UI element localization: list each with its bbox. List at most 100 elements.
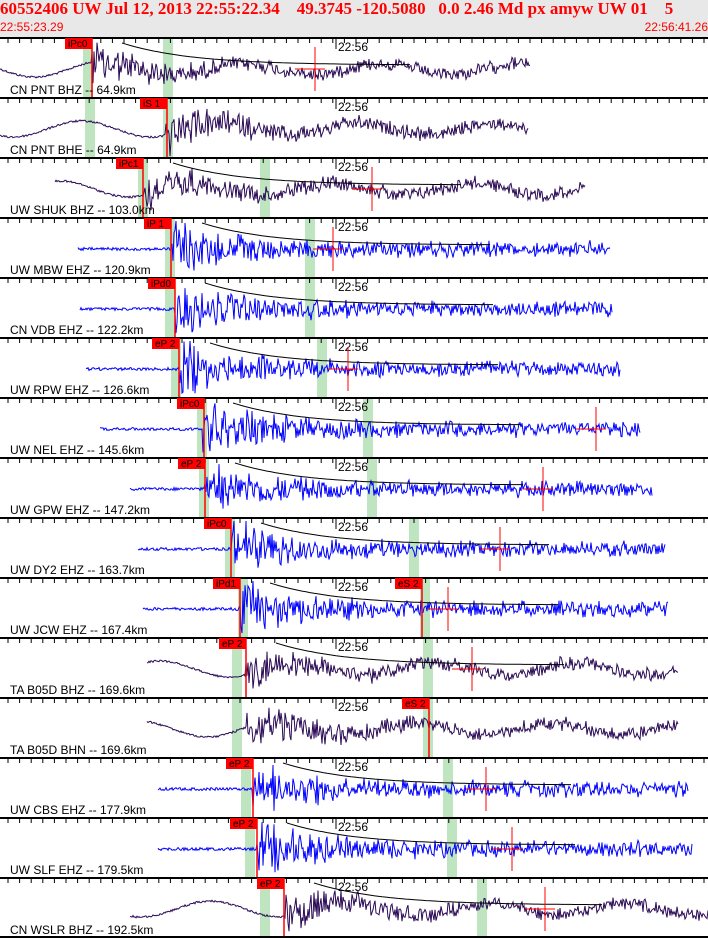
minute-label: 22:56 xyxy=(338,400,368,414)
p-window-band xyxy=(225,518,235,577)
channel-label: UW GPW EHZ -- 147.2km xyxy=(10,503,150,517)
trace-panel[interactable]: 22:56 iPc0 CN PNT BHZ -- 64.9km 22:56 iS 1 CN… xyxy=(0,37,708,938)
pick-flag xyxy=(395,578,422,589)
coda-curve xyxy=(201,222,490,246)
pick-label: eP 2 xyxy=(260,879,281,890)
pick-label: eP 2 xyxy=(222,639,243,650)
minute-label: 22:56 xyxy=(338,160,368,174)
p-window-band xyxy=(197,398,207,457)
channel-label: CN VDB EHZ -- 122.2km xyxy=(10,323,143,337)
pick-label: iPc0 xyxy=(180,399,200,410)
coda-curve xyxy=(286,822,575,846)
pick-flag xyxy=(213,578,240,589)
minute-label: 22:56 xyxy=(338,520,368,534)
minute-label: 22:56 xyxy=(338,340,368,354)
waveform xyxy=(146,651,679,689)
s-window-band xyxy=(305,278,315,337)
pick-flag xyxy=(116,158,143,169)
coda-curve xyxy=(269,582,558,606)
pick-flag xyxy=(144,218,171,229)
s-window-band xyxy=(447,818,457,877)
s-window-band xyxy=(260,158,270,217)
pick-label: iPd0 xyxy=(151,279,171,290)
coda-curve xyxy=(121,42,410,66)
pick-label: iPd1 xyxy=(216,579,236,590)
minute-label: 22:56 xyxy=(338,580,368,594)
coda-curve xyxy=(204,282,493,306)
s-window-band xyxy=(477,878,487,937)
waveform xyxy=(157,822,693,873)
pick-label: eP 2 xyxy=(229,759,250,770)
channel-label: TA B05D BHN -- 169.6km xyxy=(10,743,147,757)
s-window-band xyxy=(420,578,430,637)
pick-label: iPc0 xyxy=(68,39,88,50)
coda-curve xyxy=(275,642,564,666)
trace-row: 22:56 iS 1 CN PNT BHE -- 64.9km xyxy=(0,97,708,157)
pick-flag xyxy=(402,698,429,709)
waveform xyxy=(137,520,666,568)
trace-row: 22:56 eP 2 UW SLF EHZ -- 179.5km xyxy=(0,817,708,877)
channel-label: UW JCW EHZ -- 167.4km xyxy=(10,623,147,637)
s-window-band xyxy=(163,38,173,97)
p-window-band xyxy=(83,38,93,97)
trace-row: 22:56 iPc0 UW DY2 EHZ -- 163.7km xyxy=(0,517,708,577)
coda-curve xyxy=(234,462,523,486)
minute-label: 22:56 xyxy=(338,220,368,234)
pick-label: eP 2 xyxy=(181,459,202,470)
minute-label: 22:56 xyxy=(338,760,368,774)
s-window-band xyxy=(423,638,433,697)
waveform xyxy=(129,464,653,509)
pick-label: iP 1 xyxy=(147,219,164,230)
trace-row: 22:56 eP 2 CN WSLR BHZ -- 192.5km xyxy=(0,877,708,937)
minute-label: 22:56 xyxy=(338,640,368,654)
pick-flag xyxy=(257,878,284,889)
pick-label: iPc1 xyxy=(119,159,139,170)
p-window-band xyxy=(165,218,175,277)
pick-flag xyxy=(65,38,92,49)
pick-label: iPc0 xyxy=(207,519,227,530)
waveform xyxy=(142,580,669,634)
waveform xyxy=(79,288,613,334)
trace-row: 22:56 iP 1 UW MBW EHZ -- 120.9km xyxy=(0,217,708,277)
channel-label: UW CBS EHZ -- 177.9km xyxy=(10,803,146,817)
start-time: 22:55:23.29 xyxy=(0,20,64,34)
minute-label: 22:56 xyxy=(338,880,368,894)
channel-label: CN PNT BHZ -- 64.9km xyxy=(10,83,136,97)
minute-label: 22:56 xyxy=(338,460,368,474)
channel-label: UW NEL EHZ -- 145.6km xyxy=(10,443,144,457)
coda-curve xyxy=(282,762,571,786)
trace-row: 22:56 eP 2 UW RPW EHZ -- 126.6km xyxy=(0,337,708,397)
trace-row: 22:56 iPc0 UW NEL EHZ -- 145.6km xyxy=(0,397,708,457)
p-window-band xyxy=(260,878,270,937)
coda-curve xyxy=(172,162,461,186)
event-header: 60552406 UW Jul 12, 2013 22:55:22.34 49.… xyxy=(0,0,708,37)
trace-row: 22:56 eP 2 UW CBS EHZ -- 177.9km xyxy=(0,757,708,817)
pick-flag xyxy=(148,278,175,289)
trace-row: 22:56 eS 2 TA B05D BHN -- 169.6km xyxy=(0,697,708,757)
waveform xyxy=(130,890,708,932)
trace-row: 22:56 iPc1 UW SHUK BHZ -- 103.0km xyxy=(0,157,708,217)
pick-label: eS 2 xyxy=(398,579,419,590)
minute-label: 22:56 xyxy=(338,820,368,834)
minute-label: 22:56 xyxy=(338,700,368,714)
trace-row: 22:56 iPd0 CN VDB EHZ -- 122.2km xyxy=(0,277,708,337)
pick-label: eS 2 xyxy=(405,699,426,710)
channel-label: UW RPW EHZ -- 126.6km xyxy=(10,383,149,397)
waveform xyxy=(0,42,531,85)
minute-label: 22:56 xyxy=(338,40,368,54)
channel-label: UW DY2 EHZ -- 163.7km xyxy=(10,563,145,577)
coda-curve xyxy=(232,402,521,426)
waveform xyxy=(0,108,529,157)
p-window-band xyxy=(85,98,95,157)
pick-flag xyxy=(140,98,167,109)
coda-curve xyxy=(209,342,498,366)
channel-label: CN WSLR BHZ -- 192.5km xyxy=(10,923,153,937)
pick-flag xyxy=(226,758,253,769)
s-window-band xyxy=(367,458,377,517)
channel-label: TA B05D BHZ -- 169.6km xyxy=(10,683,145,697)
event-title: 60552406 UW Jul 12, 2013 22:55:22.34 49.… xyxy=(0,0,674,18)
minute-label: 22:56 xyxy=(338,280,368,294)
pick-flag xyxy=(219,638,246,649)
pick-flag xyxy=(230,818,257,829)
